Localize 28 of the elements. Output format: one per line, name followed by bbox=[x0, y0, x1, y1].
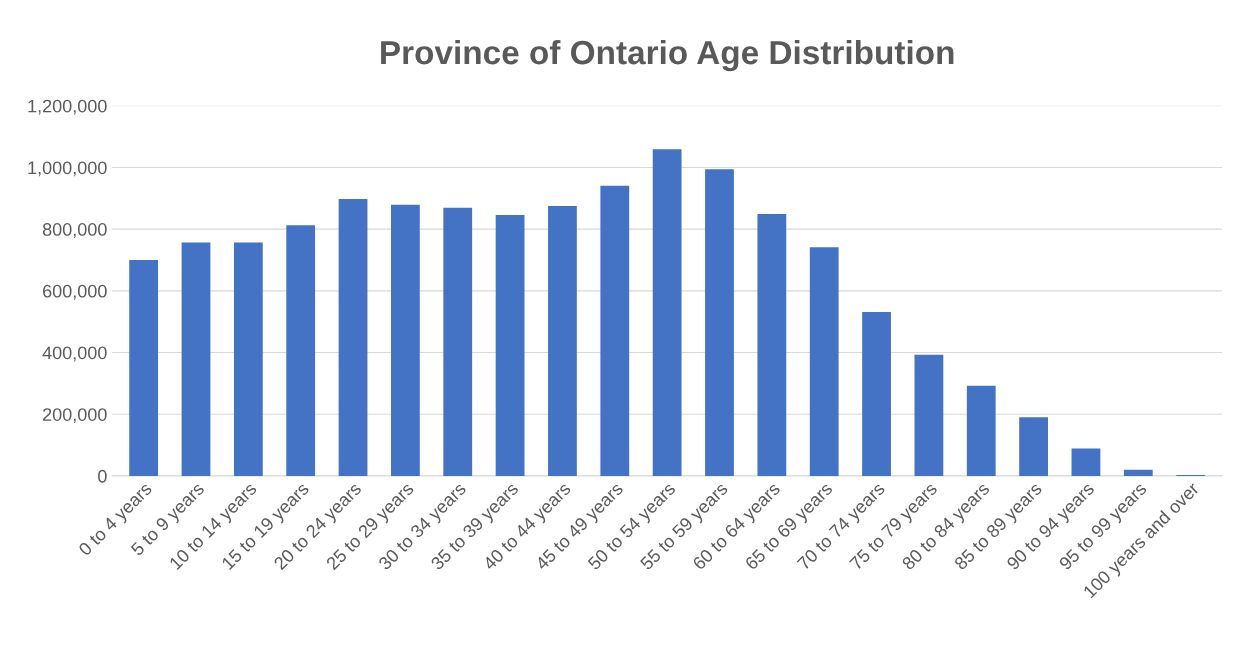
bar bbox=[1019, 417, 1048, 476]
bar bbox=[966, 385, 996, 476]
y-tick-label: 800,000 bbox=[42, 223, 107, 238]
bar bbox=[757, 214, 787, 476]
y-tick-label: 200,000 bbox=[43, 408, 107, 424]
bar bbox=[652, 149, 682, 476]
bar bbox=[914, 354, 944, 476]
bar bbox=[286, 225, 316, 476]
bar bbox=[600, 185, 630, 476]
y-tick-label: 600,000 bbox=[43, 284, 107, 300]
bar bbox=[862, 312, 891, 476]
y-tick-label: 400,000 bbox=[42, 346, 107, 362]
bar bbox=[809, 247, 839, 476]
bar bbox=[705, 169, 734, 476]
chart-title: Province of Ontario Age Distribution bbox=[381, 39, 954, 72]
bar bbox=[495, 214, 525, 476]
y-tick-label: 1,000,000 bbox=[28, 161, 107, 177]
bar bbox=[443, 207, 473, 476]
y-tick-label: 1,200,000 bbox=[28, 99, 107, 115]
bar bbox=[338, 198, 368, 476]
bar bbox=[548, 206, 577, 476]
bar bbox=[129, 259, 159, 476]
bar bbox=[1123, 469, 1153, 476]
y-tick-label: 0 bbox=[98, 469, 107, 483]
bar bbox=[233, 242, 263, 476]
bar bbox=[1071, 448, 1101, 476]
bar bbox=[391, 204, 420, 476]
bar bbox=[181, 242, 211, 476]
